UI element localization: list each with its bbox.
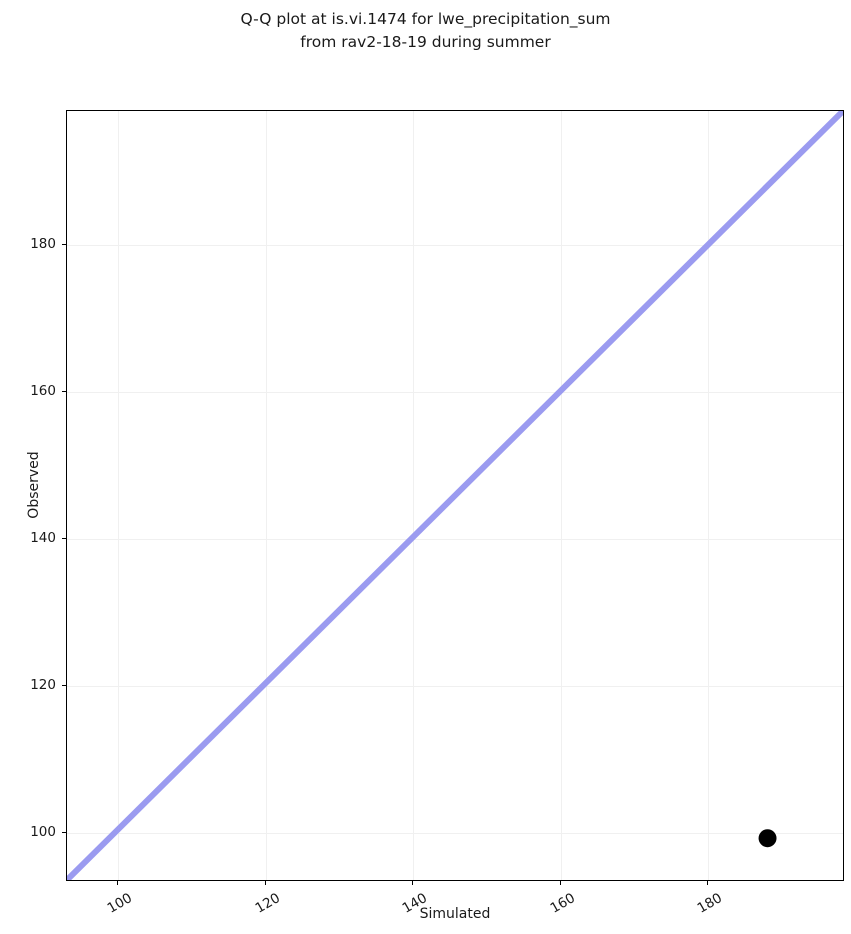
tick-mark-x-140 (412, 881, 413, 885)
tick-label-y-180: 180 (30, 236, 56, 252)
plot-area (66, 110, 844, 881)
gridline-vertical-140 (413, 111, 414, 880)
x-axis-label: Simulated (419, 906, 491, 922)
gridline-vertical-160 (561, 111, 562, 880)
tick-mark-y-160 (62, 391, 66, 392)
tick-mark-y-100 (62, 832, 66, 833)
chart-title: Q-Q plot at is.vi.1474 for lwe_precipita… (0, 8, 851, 54)
tick-mark-x-160 (560, 881, 561, 885)
tick-mark-y-140 (62, 538, 66, 539)
gridline-horizontal-120 (67, 686, 843, 687)
tick-mark-y-180 (62, 244, 66, 245)
chart-title-line-2: from rav2-18-19 during summer (300, 33, 551, 51)
gridline-vertical-120 (266, 111, 267, 880)
plot-svg-layer (67, 111, 843, 880)
tick-mark-y-120 (62, 685, 66, 686)
gridline-vertical-180 (708, 111, 709, 880)
tick-label-y-140: 140 (30, 530, 56, 546)
tick-label-y-100: 100 (30, 824, 56, 840)
gridline-vertical-100 (118, 111, 119, 880)
gridline-horizontal-140 (67, 539, 843, 540)
tick-label-y-160: 160 (30, 383, 56, 399)
one-to-one-reference-line (67, 111, 843, 880)
gridline-horizontal-160 (67, 392, 843, 393)
tick-mark-x-180 (707, 881, 708, 885)
chart-title-line-1: Q-Q plot at is.vi.1474 for lwe_precipita… (240, 10, 611, 28)
y-axis-label: Observed (26, 451, 42, 519)
data-point-marker (758, 829, 777, 848)
tick-mark-x-120 (265, 881, 266, 885)
tick-label-y-120: 120 (30, 677, 56, 693)
gridline-horizontal-100 (67, 833, 843, 834)
tick-mark-x-100 (117, 881, 118, 885)
gridline-horizontal-180 (67, 245, 843, 246)
